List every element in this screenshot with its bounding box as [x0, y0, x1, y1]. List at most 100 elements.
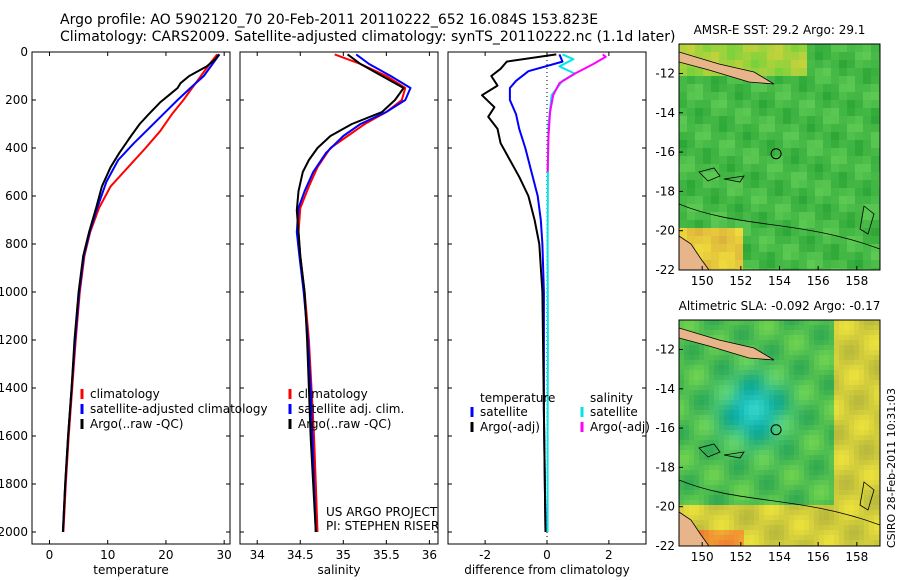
altimetric-sla-cell [744, 415, 750, 421]
amsre-sst-cell [791, 68, 800, 77]
altimetric-sla-cell [794, 330, 800, 336]
altimetric-sla-cell [714, 525, 720, 531]
altimetric-sla-cell [834, 390, 840, 396]
altimetric-sla-cell [719, 415, 725, 421]
altimetric-sla-cell [864, 510, 870, 516]
altimetric-sla-cell [824, 515, 830, 521]
altimetric-sla-cell [809, 495, 815, 501]
altimetric-sla-cell [729, 355, 735, 361]
altimetric-sla-cell [769, 420, 775, 426]
amsre-sst-cell [871, 220, 880, 229]
altimetric-sla-cell [779, 365, 785, 371]
amsre-sst-cell [703, 212, 712, 221]
amsre-sst-cell [799, 204, 808, 213]
amsre-sst-cell [863, 148, 872, 157]
amsre-sst-cell [839, 76, 848, 85]
altimetric-sla-cell [784, 395, 790, 401]
amsre-sst-cell [871, 204, 880, 213]
amsre-sst-cell [799, 52, 808, 61]
amsre-sst-cell [751, 268, 760, 270]
amsre-sst-cell [735, 196, 744, 205]
altimetric-sla-cell [794, 390, 800, 396]
amsre-sst-cell [767, 212, 776, 221]
altimetric-sla-cell [819, 540, 825, 546]
altimetric-sla-cell [694, 380, 700, 386]
amsre-sst-cell [759, 164, 768, 173]
amsre-sst-cell [855, 252, 864, 261]
depth-tick-label: 1400 [0, 381, 28, 395]
altimetric-sla-cell [774, 470, 780, 476]
altimetric-sla-cell [734, 430, 740, 436]
altimetric-sla-cell [744, 470, 750, 476]
amsre-sst-cell [695, 164, 704, 173]
altimetric-sla-cell [814, 415, 820, 421]
amsre-sst-cell [815, 244, 824, 253]
amsre-sst-cell [719, 180, 728, 189]
altimetric-sla-cell [699, 425, 705, 431]
altimetric-sla-cell [764, 535, 770, 541]
altimetric-sla-cell [789, 470, 795, 476]
amsre-sst-cell [735, 92, 744, 101]
altimetric-sla-cell [859, 390, 865, 396]
altimetric-sla-cell [814, 510, 820, 516]
amsre-sst-ytick-label: -12 [655, 66, 675, 80]
altimetric-sla-cell [729, 335, 735, 341]
altimetric-sla-cell [844, 490, 850, 496]
altimetric-sla-cell [789, 475, 795, 481]
amsre-sst-cell [687, 84, 696, 93]
altimetric-sla-cell [709, 535, 715, 541]
altimetric-sla-cell [689, 405, 695, 411]
altimetric-sla-cell [739, 450, 745, 456]
altimetric-sla-cell [864, 435, 870, 441]
amsre-sst-cell [799, 244, 808, 253]
altimetric-sla-cell [814, 360, 820, 366]
amsre-sst-cell [791, 180, 800, 189]
altimetric-sla-cell [754, 430, 760, 436]
amsre-sst-cell [871, 268, 880, 270]
altimetric-sla-cell [849, 375, 855, 381]
altimetric-sla-cell [739, 460, 745, 466]
altimetric-sla-cell [694, 320, 700, 326]
altimetric-sla-cell [719, 445, 725, 451]
amsre-sst-cell [743, 204, 752, 213]
altimetric-sla-cell [804, 445, 810, 451]
amsre-sst-cell [799, 220, 808, 229]
altimetric-sla-cell [759, 330, 765, 336]
altimetric-sla-cell [699, 530, 705, 536]
amsre-sst-cell [855, 268, 864, 270]
altimetric-sla-cell [709, 465, 715, 471]
altimetric-sla-cell [849, 520, 855, 526]
amsre-sst-cell [807, 132, 816, 141]
altimetric-sla-cell [849, 420, 855, 426]
altimetric-sla-cell [829, 345, 835, 351]
altimetric-sla-cell [819, 390, 825, 396]
altimetric-sla-cell [874, 485, 880, 491]
altimetric-sla-cell [784, 335, 790, 341]
amsre-sst-cell [839, 204, 848, 213]
altimetric-sla-cell [784, 400, 790, 406]
altimetric-sla-cell [764, 430, 770, 436]
amsre-sst-cell [727, 236, 736, 245]
altimetric-sla-cell [784, 455, 790, 461]
altimetric-sla-cell [794, 465, 800, 471]
altimetric-sla-cell [799, 425, 805, 431]
amsre-sst-cell [767, 252, 776, 261]
amsre-sst-cell [855, 124, 864, 133]
altimetric-sla-cell [834, 475, 840, 481]
amsre-sst-cell [791, 252, 800, 261]
amsre-sst-xtick-label: 150 [691, 274, 714, 288]
altimetric-sla-cell [779, 505, 785, 511]
altimetric-sla-cell [724, 510, 730, 516]
altimetric-sla-cell [749, 420, 755, 426]
altimetric-sla-cell [839, 325, 845, 331]
amsre-sst-cell [839, 148, 848, 157]
amsre-sst-cell [847, 180, 856, 189]
altimetric-sla-cell [854, 350, 860, 356]
amsre-sst-cell [839, 236, 848, 245]
amsre-sst-cell [767, 204, 776, 213]
altimetric-sla-cell [689, 355, 695, 361]
amsre-sst-cell [815, 172, 824, 181]
altimetric-sla-cell [709, 505, 715, 511]
amsre-sst-cell [695, 68, 704, 77]
amsre-sst-cell [871, 84, 880, 93]
